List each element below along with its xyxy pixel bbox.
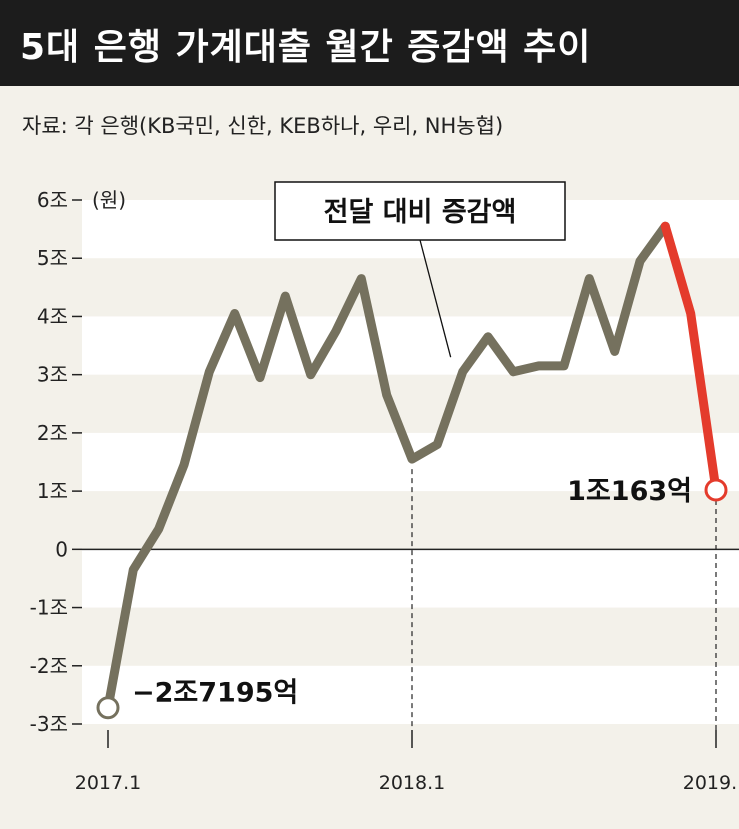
- unit-label: (원): [92, 188, 126, 212]
- callout-box: [274, 181, 566, 241]
- y-tick-label: -2조: [30, 654, 68, 678]
- callout: 전달 대비 증감액: [274, 181, 566, 358]
- callout-text: 전달 대비 증감액: [324, 197, 517, 228]
- y-tick-label: 4조: [37, 304, 68, 328]
- y-tick-label: 3조: [37, 363, 68, 387]
- y-tick-label: -3조: [30, 712, 68, 736]
- series-line-highlight: [660, 221, 721, 495]
- series-lines: [103, 221, 721, 713]
- end-markers: [96, 478, 728, 720]
- series-line: [103, 221, 670, 713]
- y-tick-label: 0: [55, 537, 68, 561]
- chart-title: 5대 은행 가계대출 월간 증감액 추이: [20, 27, 592, 68]
- first-value-label: −2조7195억: [132, 678, 298, 709]
- first-point-marker: [96, 696, 120, 720]
- callout-leader-line: [419, 239, 452, 358]
- y-tick-label: 6조: [37, 188, 68, 212]
- grid-band: [82, 316, 739, 375]
- y-axis: 6조 5조 4조 3조 2조 1조 0 -1조 -2조 -3조: [30, 188, 82, 736]
- x-axis: 2017.1 2018.1 2019.1: [75, 730, 739, 794]
- x-tick-label: 2019.1: [683, 772, 739, 794]
- y-tick-label: 1조: [37, 479, 68, 503]
- source-note: 자료: 각 은행(KB국민, 신한, KEB하나, 우리, NH농협): [22, 114, 504, 138]
- x-tick-label: 2018.1: [379, 772, 445, 794]
- y-tick-label: 5조: [37, 246, 68, 270]
- title-bar: 5대 은행 가계대출 월간 증감액 추이: [0, 0, 739, 86]
- grid-band: [82, 549, 739, 608]
- vertical-guides: [411, 469, 717, 730]
- y-tick-label: 2조: [37, 421, 68, 445]
- last-value-label: 1조163억: [567, 476, 692, 507]
- grid-band: [82, 665, 739, 724]
- x-tick-label: 2017.1: [75, 772, 141, 794]
- last-point-marker: [704, 478, 728, 502]
- y-tick-label: -1조: [30, 596, 68, 620]
